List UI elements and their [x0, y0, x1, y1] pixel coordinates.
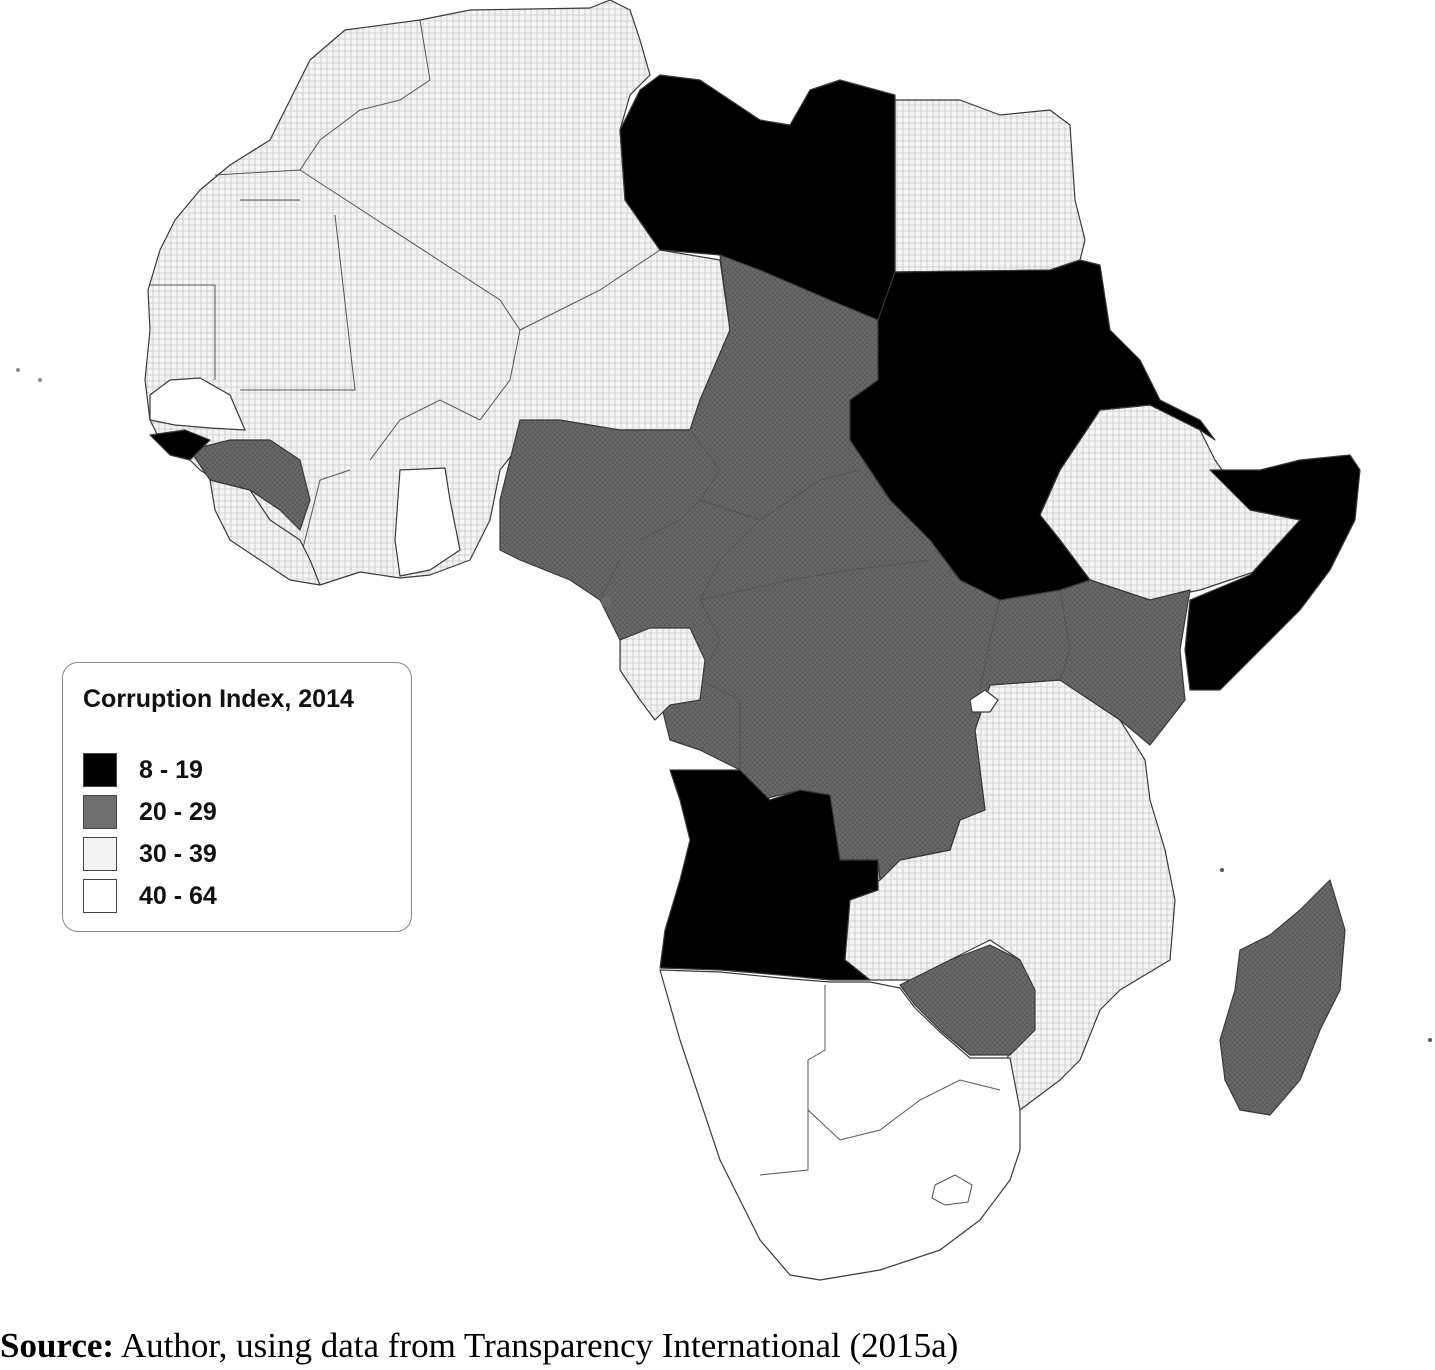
country-border-central-2 — [699, 469, 891, 521]
region-somalia — [1184, 454, 1361, 691]
legend-item-class-3: 30 - 39 — [83, 837, 217, 871]
legend-swatch-class-3 — [83, 837, 117, 871]
country-border-lesotho — [931, 1174, 973, 1206]
region-madagascar — [1219, 879, 1346, 1116]
region-southern-africa — [659, 969, 1021, 1281]
map-canvas — [16, 0, 1432, 1281]
legend-swatch-class-1 — [83, 753, 117, 787]
region-guinea-bissau — [149, 429, 211, 461]
region-libya — [619, 74, 896, 321]
legend-label-class-4: 40 - 64 — [139, 881, 217, 910]
country-border-north-3 — [150, 169, 356, 391]
legend-title: Corruption Index, 2014 — [83, 685, 354, 713]
legend-item-class-2: 20 - 29 — [83, 795, 217, 829]
region-rwanda — [969, 689, 999, 713]
region-guinea — [189, 439, 311, 531]
region-ghana — [394, 467, 461, 577]
legend-item-class-4: 40 - 64 — [83, 879, 217, 913]
legend-swatch-class-4 — [83, 879, 117, 913]
island-cape-verde-1 — [16, 368, 20, 372]
region-gabon — [619, 627, 706, 721]
source-text: Author, using data from Transparency Int… — [114, 1326, 959, 1365]
region-egypt — [894, 99, 1086, 273]
legend-label-class-3: 30 - 39 — [139, 839, 217, 868]
region-west-coast-light — [209, 479, 321, 586]
region-sudan — [849, 259, 1216, 601]
map-legend: Corruption Index, 2014 8 - 19 20 - 29 30… — [62, 662, 412, 932]
legend-label-class-2: 20 - 29 — [139, 797, 217, 826]
source-label: Source: — [0, 1326, 115, 1365]
region-northwest-africa — [144, 0, 731, 586]
country-border-south-2 — [807, 1079, 1001, 1141]
country-border-north-2 — [299, 19, 431, 171]
region-zimbabwe — [899, 944, 1036, 1056]
region-senegal — [149, 377, 246, 431]
africa-map — [16, 0, 1432, 1281]
legend-swatch-class-2 — [83, 795, 117, 829]
island-comoros — [1220, 868, 1224, 872]
legend-item-class-1: 8 - 19 — [83, 753, 203, 787]
country-border-central-3 — [699, 519, 931, 770]
island-bioko — [601, 597, 611, 607]
legend-label-class-1: 8 - 19 — [139, 755, 203, 784]
region-angola — [659, 769, 879, 981]
source-caption: Source: Author, using data from Transpar… — [0, 1326, 958, 1366]
island-cape-verde-2 — [38, 378, 42, 382]
country-border-north-4 — [299, 249, 661, 561]
country-border-central-1 — [599, 429, 721, 601]
country-border-central-4 — [979, 589, 1071, 691]
island-mauritius — [1428, 1038, 1432, 1042]
country-border-south-1 — [759, 985, 826, 1176]
